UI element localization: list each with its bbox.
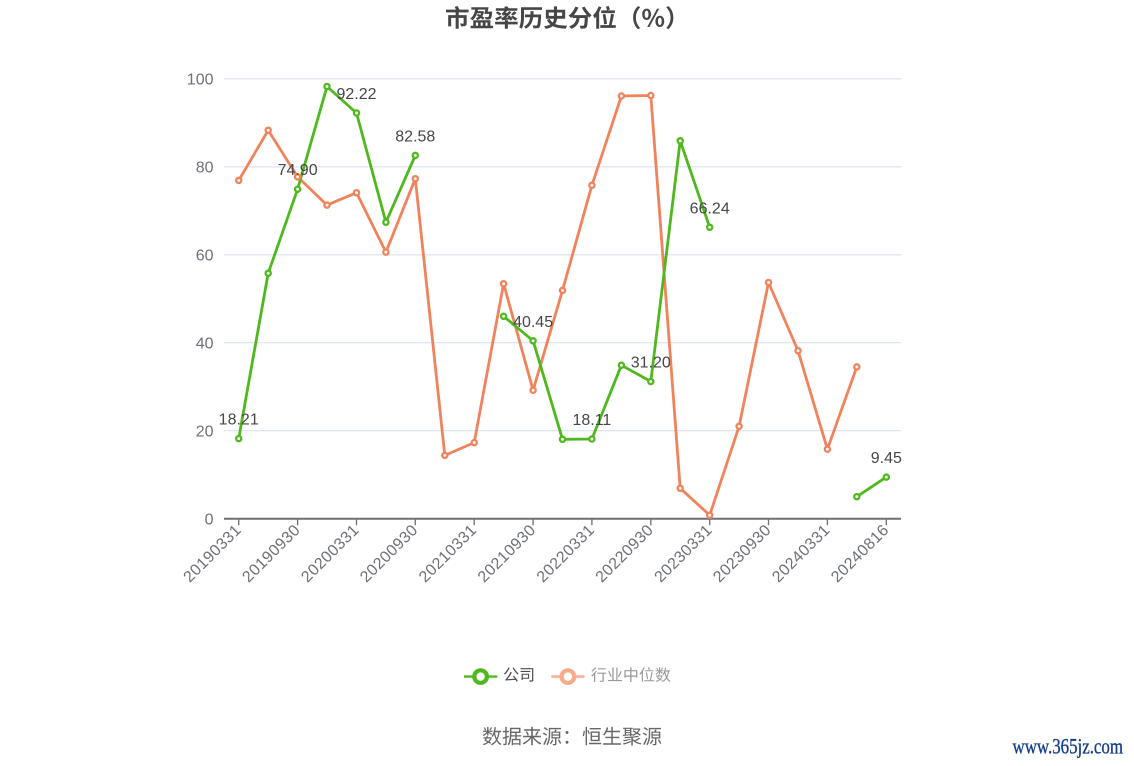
svg-text:40.45: 40.45 [513,314,553,331]
svg-text:9.45: 9.45 [871,450,902,467]
svg-text:80: 80 [196,159,214,176]
svg-text:60: 60 [196,247,214,264]
svg-text:20: 20 [196,423,214,440]
svg-text:18.21: 18.21 [219,412,259,429]
svg-text:92.22: 92.22 [336,86,376,103]
svg-text:31.20: 31.20 [631,355,671,372]
svg-text:66.24: 66.24 [690,200,730,217]
svg-text:www.365jz.com: www.365jz.com [1013,734,1124,759]
svg-text:82.58: 82.58 [395,128,435,145]
svg-text:0: 0 [205,511,214,528]
svg-text:74.90: 74.90 [278,162,318,179]
svg-text:40: 40 [196,335,214,352]
svg-text:100: 100 [187,71,214,88]
svg-text:18.11: 18.11 [572,412,611,429]
